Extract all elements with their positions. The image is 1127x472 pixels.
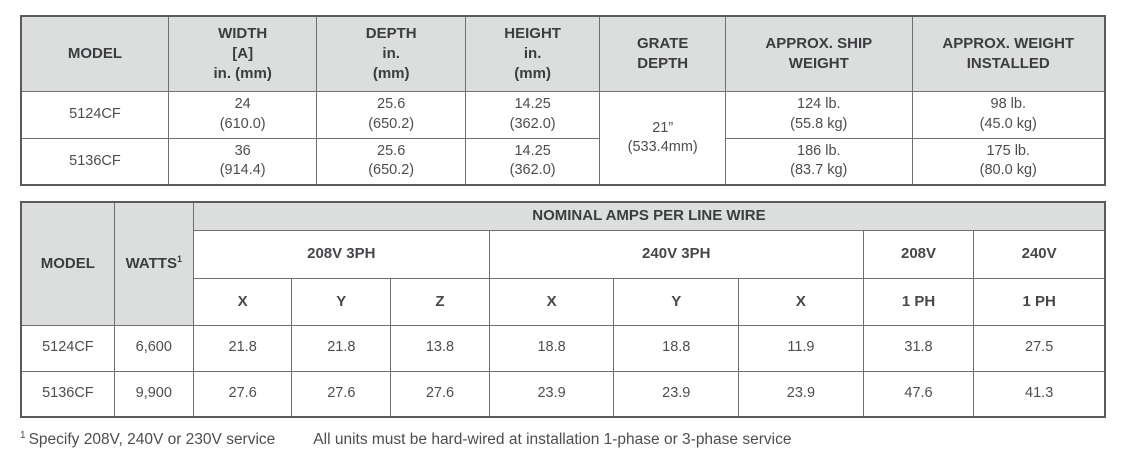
cell-width: 36 (914.4) — [167, 137, 318, 186]
cell-amps: 23.9 — [613, 370, 740, 418]
cell-amps: 27.6 — [390, 370, 490, 418]
amps-header-row-phase: X Y Z X Y X 1 PH 1 PH — [21, 277, 1106, 326]
header-phase-x: X — [192, 277, 293, 326]
header-208v-3ph: 208V 3PH — [192, 229, 490, 279]
dimensions-row-5136cf: 5136CF 36 (914.4) 25.6 (650.2) 14.25 (36… — [20, 137, 1106, 186]
dimensions-row-5124cf: 5124CF 24 (610.0) 25.6 (650.2) 14.25 (36… — [20, 90, 1106, 186]
header-ship-weight: APPROX. SHIP WEIGHT — [725, 15, 913, 92]
cell-weight-installed: 175 lb. (80.0 kg) — [911, 137, 1106, 186]
header-1ph: 1 PH — [973, 277, 1106, 326]
header-weight-installed: APPROX. WEIGHT INSTALLED — [911, 15, 1106, 92]
header-model: MODEL — [20, 201, 115, 326]
amps-table: MODEL WATTS1 NOMINAL AMPS PER LINE WIRE … — [20, 201, 1106, 418]
header-model: MODEL — [20, 15, 169, 92]
cell-amps: 11.9 — [738, 324, 864, 372]
cell-weight-installed: 98 lb. (45.0 kg) — [911, 90, 1106, 139]
header-240v: 240V — [973, 229, 1106, 279]
cell-amps: 18.8 — [488, 324, 615, 372]
header-phase-x: X — [738, 277, 864, 326]
amps-row-5124cf: 5124CF 6,600 21.8 21.8 13.8 18.8 18.8 11… — [20, 324, 1106, 372]
cell-depth: 25.6 (650.2) — [316, 90, 466, 139]
cell-height: 14.25 (362.0) — [464, 137, 601, 186]
header-grate-depth: GRATE DEPTH — [599, 15, 727, 92]
header-208v: 208V — [862, 229, 975, 279]
cell-model: 5124CF — [20, 90, 169, 139]
header-240v-3ph: 240V 3PH — [488, 229, 864, 279]
header-phase-y: Y — [613, 277, 740, 326]
cell-amps: 21.8 — [192, 324, 293, 372]
cell-amps: 47.6 — [862, 370, 975, 418]
amps-row-5136cf: 5136CF 9,900 27.6 27.6 27.6 23.9 23.9 23… — [20, 370, 1106, 418]
amps-header-row-voltage: 208V 3PH 240V 3PH 208V 240V — [21, 229, 1106, 279]
cell-depth: 25.6 (650.2) — [316, 137, 466, 186]
cell-amps: 27.6 — [291, 370, 392, 418]
cell-watts: 9,900 — [113, 370, 194, 418]
cell-grate-depth: 21” (533.4mm) — [599, 90, 727, 186]
header-depth: DEPTH in. (mm) — [316, 15, 466, 92]
cell-amps: 31.8 — [862, 324, 975, 372]
cell-width: 24 (610.0) — [167, 90, 318, 139]
amps-header-row-group: MODEL WATTS1 NOMINAL AMPS PER LINE WIRE — [20, 201, 1106, 326]
cell-ship-weight: 124 lb. (55.8 kg) — [725, 90, 913, 139]
dimensions-header-row: MODEL WIDTH [A] in. (mm) DEPTH in. (mm) … — [20, 15, 1106, 92]
header-nominal-amps-group: NOMINAL AMPS PER LINE WIRE — [192, 201, 1106, 231]
footnote: 1 Specify 208V, 240V or 230V service All … — [20, 429, 1106, 449]
cell-model: 5136CF — [20, 370, 115, 418]
cell-height: 14.25 (362.0) — [464, 90, 601, 139]
cell-model: 5124CF — [20, 324, 115, 372]
header-phase-x: X — [488, 277, 615, 326]
header-phase-z: Z — [390, 277, 490, 326]
header-watts: WATTS1 — [113, 201, 194, 326]
header-height: HEIGHT in. (mm) — [464, 15, 601, 92]
cell-amps: 41.3 — [973, 370, 1106, 418]
dimensions-table: MODEL WIDTH [A] in. (mm) DEPTH in. (mm) … — [20, 15, 1106, 186]
footnote-marker: 1 — [20, 429, 26, 441]
cell-amps: 27.6 — [192, 370, 293, 418]
cell-watts: 6,600 — [113, 324, 194, 372]
cell-amps: 18.8 — [613, 324, 740, 372]
cell-amps: 21.8 — [291, 324, 392, 372]
footnote-wiring-note: All units must be hard-wired at installa… — [313, 431, 792, 448]
watts-footnote-marker: 1 — [176, 253, 182, 264]
cell-amps: 27.5 — [973, 324, 1106, 372]
cell-amps: 13.8 — [390, 324, 490, 372]
cell-amps: 23.9 — [738, 370, 864, 418]
cell-ship-weight: 186 lb. (83.7 kg) — [725, 137, 913, 186]
footnote-service-note: 1 Specify 208V, 240V or 230V service — [20, 429, 276, 448]
header-1ph: 1 PH — [862, 277, 975, 326]
cell-model: 5136CF — [20, 137, 169, 186]
header-phase-y: Y — [291, 277, 392, 326]
cell-amps: 23.9 — [488, 370, 615, 418]
header-width: WIDTH [A] in. (mm) — [167, 15, 318, 92]
